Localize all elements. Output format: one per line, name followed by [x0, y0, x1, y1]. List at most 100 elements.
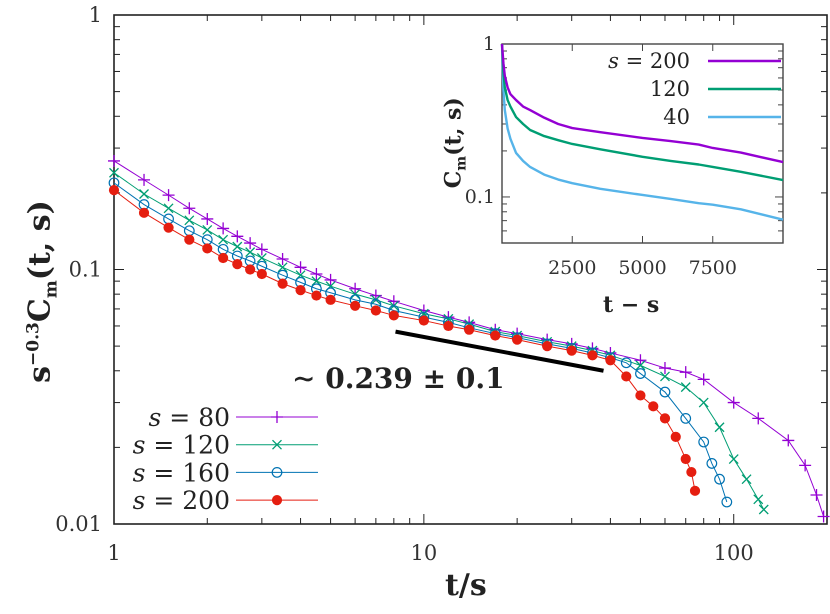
plus-marker: [217, 222, 230, 235]
filled-circle-marker: [388, 310, 399, 321]
plus-marker: [697, 373, 710, 386]
cross-marker: [256, 253, 267, 263]
legend-entry: s = 80: [149, 403, 318, 432]
cross-marker: [635, 360, 646, 371]
filled-circle-marker: [670, 431, 681, 442]
inset-y-tick-label: 1: [483, 33, 495, 55]
plus-marker: [634, 354, 647, 367]
plus-marker: [255, 243, 268, 256]
inset-x-axis-label: t − s: [603, 292, 660, 318]
cross-marker: [698, 397, 709, 408]
filled-circle-marker: [587, 350, 598, 361]
plus-marker: [271, 411, 283, 423]
inset-x-tick-label: 7500: [689, 257, 737, 279]
y-tick-label: 1: [89, 3, 102, 27]
cross-marker: [272, 439, 282, 450]
inset-series-120: [500, 43, 784, 182]
filled-circle-marker: [245, 264, 256, 275]
filled-circle-marker: [108, 185, 120, 196]
inset-legend-label: 120: [650, 77, 690, 101]
fit-annotation: ∼ 0.239 ± 0.1: [292, 362, 505, 395]
x-tick-label: 100: [714, 541, 754, 565]
filled-circle-marker: [232, 259, 243, 270]
inset-y-axis-label: Cm(t, s): [440, 88, 469, 198]
inset-legend-eq: =: [619, 49, 650, 73]
legend-eq: =: [145, 486, 182, 515]
filled-circle-marker: [605, 355, 616, 366]
cross-marker: [277, 262, 288, 273]
fit-line: [395, 329, 604, 373]
plus-marker: [817, 510, 830, 523]
inset-plot: 2500 5000 7500 0.1 1 s = 200 120 40: [465, 33, 784, 279]
inset-legend-label: s = 200: [608, 49, 690, 73]
legend-value: 200: [182, 486, 230, 515]
filled-circle-marker: [311, 290, 322, 301]
plus-marker: [324, 273, 337, 286]
legend-value: 160: [182, 458, 230, 487]
cross-marker: [232, 241, 243, 252]
cross-marker: [163, 203, 174, 214]
filled-circle-marker: [325, 294, 336, 305]
y-label-base: s: [22, 365, 58, 383]
cross-marker: [202, 225, 213, 235]
inset-series-200: [500, 43, 784, 164]
plus-marker: [183, 202, 196, 215]
cross-marker: [758, 504, 769, 515]
plus-marker: [162, 189, 175, 202]
cross-marker: [714, 422, 725, 433]
cross-marker: [109, 167, 119, 178]
legend-value: 120: [182, 431, 230, 460]
x-tick-label: 10: [410, 541, 437, 565]
inset-legend-label: 40: [663, 105, 690, 129]
circle-marker: [659, 386, 671, 398]
legend-eq: =: [145, 458, 182, 487]
filled-circle-marker: [295, 284, 306, 296]
plus-marker: [201, 212, 214, 225]
y-label-sub: m: [41, 280, 62, 299]
cross-marker: [245, 247, 256, 258]
filled-circle-marker: [648, 401, 659, 412]
filled-circle-marker: [163, 222, 174, 233]
cross-marker: [139, 189, 149, 199]
plus-marker: [782, 434, 795, 447]
plus-marker: [108, 154, 120, 167]
plus-marker: [810, 489, 823, 502]
main-axis-ticks: 1 10 100 0.01 0.1 1: [55, 3, 828, 565]
series-200: [108, 185, 701, 496]
plus-marker: [244, 237, 257, 250]
plus-marker: [310, 268, 323, 281]
plus-marker: [276, 252, 289, 265]
y-tick-label: 0.1: [69, 258, 102, 282]
cross-marker: [680, 382, 691, 393]
plus-marker: [752, 412, 765, 425]
series-line: [113, 172, 765, 510]
filled-circle-marker: [202, 243, 213, 254]
circle-marker: [635, 368, 646, 379]
inset-y-label-main: C: [440, 170, 467, 189]
cross-marker: [728, 454, 739, 464]
cross-marker: [218, 234, 229, 245]
fit-line-segment: [395, 329, 604, 373]
circle-marker: [698, 436, 710, 448]
circle-marker: [721, 496, 733, 508]
circle-marker: [714, 473, 725, 485]
plus-marker: [658, 362, 671, 375]
cross-marker: [311, 276, 322, 287]
legend-eq: =: [161, 403, 198, 432]
circle-marker: [271, 467, 283, 478]
inset-x-tick-label: 2500: [548, 257, 596, 279]
legend-eq: =: [145, 431, 182, 460]
main-plot-series: [108, 154, 830, 523]
legend-var: s: [133, 458, 146, 487]
inset-legend-value: 200: [650, 49, 690, 73]
legend-var: s: [149, 403, 162, 432]
cross-marker: [184, 215, 195, 226]
inset-border: [501, 43, 784, 244]
filled-circle-marker: [686, 466, 697, 478]
circle-marker: [620, 357, 632, 369]
circle-marker: [706, 458, 718, 469]
y-label-main: C: [22, 298, 58, 323]
filled-circle-marker: [621, 371, 632, 382]
filled-circle-marker: [218, 252, 229, 264]
